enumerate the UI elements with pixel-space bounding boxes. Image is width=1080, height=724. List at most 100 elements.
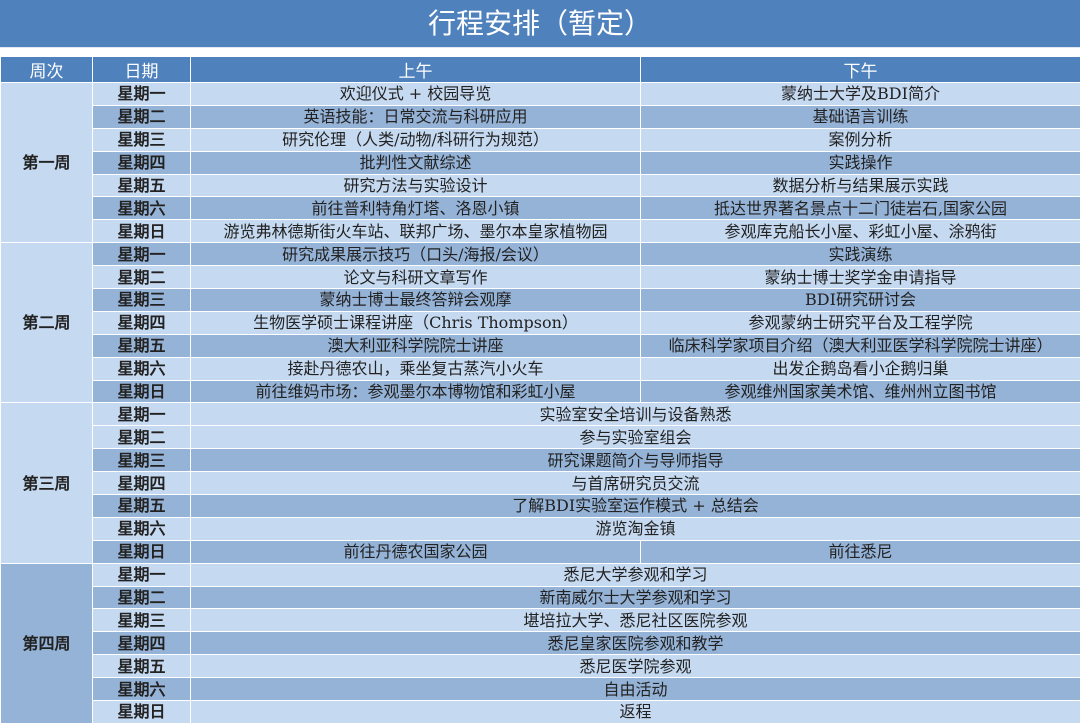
morning-cell[interactable]: 欢迎仪式 + 校园导览 xyxy=(191,83,641,106)
afternoon-cell[interactable]: 参观维州国家美术馆、维州州立图书馆 xyxy=(641,380,1080,403)
table-row: 第三周星期一实验室安全培训与设备熟悉 xyxy=(1,403,1080,426)
header-date: 日期 xyxy=(93,57,191,83)
day-cell[interactable]: 星期二 xyxy=(93,266,191,289)
day-cell[interactable]: 星期四 xyxy=(93,151,191,174)
day-cell[interactable]: 星期二 xyxy=(93,105,191,128)
header-week: 周次 xyxy=(1,57,93,83)
morning-cell[interactable]: 研究成果展示技巧（口头/海报/会议） xyxy=(191,243,641,266)
week-cell[interactable]: 第二周 xyxy=(1,243,93,403)
full-day-cell[interactable]: 参与实验室组会 xyxy=(191,426,1080,449)
table-row: 星期四与首席研究员交流 xyxy=(1,472,1080,495)
table-row: 星期六前往普利特角灯塔、洛恩小镇抵达世界著名景点十二门徒岩石,国家公园 xyxy=(1,197,1080,220)
day-cell[interactable]: 星期二 xyxy=(93,586,191,609)
day-cell[interactable]: 星期日 xyxy=(93,701,191,724)
afternoon-cell[interactable]: 案例分析 xyxy=(641,128,1080,151)
morning-cell[interactable]: 前往维妈市场：参观墨尔本博物馆和彩虹小屋 xyxy=(191,380,641,403)
morning-cell[interactable]: 前往普利特角灯塔、洛恩小镇 xyxy=(191,197,641,220)
table-row: 星期二英语技能：日常交流与科研应用基础语言训练 xyxy=(1,105,1080,128)
day-cell[interactable]: 星期四 xyxy=(93,632,191,655)
page-title: 行程安排（暂定） xyxy=(0,0,1080,48)
week-cell[interactable]: 第四周 xyxy=(1,563,93,723)
afternoon-cell[interactable]: 基础语言训练 xyxy=(641,105,1080,128)
full-day-cell[interactable]: 游览淘金镇 xyxy=(191,517,1080,540)
morning-cell[interactable]: 蒙纳士博士最终答辩会观摩 xyxy=(191,289,641,312)
table-row: 星期六接赴丹德农山，乘坐复古蒸汽小火车出发企鹅岛看小企鹅归巢 xyxy=(1,357,1080,380)
full-day-cell[interactable]: 悉尼医学院参观 xyxy=(191,655,1080,678)
full-day-cell[interactable]: 实验室安全培训与设备熟悉 xyxy=(191,403,1080,426)
day-cell[interactable]: 星期三 xyxy=(93,609,191,632)
full-day-cell[interactable]: 返程 xyxy=(191,701,1080,724)
schedule-table: 周次 日期 上午 下午 第一周星期一欢迎仪式 + 校园导览蒙纳士大学及BDI简介… xyxy=(0,56,1080,724)
day-cell[interactable]: 星期五 xyxy=(93,174,191,197)
day-cell[interactable]: 星期三 xyxy=(93,128,191,151)
full-day-cell[interactable]: 堪培拉大学、悉尼社区医院参观 xyxy=(191,609,1080,632)
table-row: 星期二参与实验室组会 xyxy=(1,426,1080,449)
table-row: 星期五研究方法与实验设计数据分析与结果展示实践 xyxy=(1,174,1080,197)
header-row: 周次 日期 上午 下午 xyxy=(1,57,1080,83)
day-cell[interactable]: 星期三 xyxy=(93,449,191,472)
table-row: 星期六游览淘金镇 xyxy=(1,517,1080,540)
full-day-cell[interactable]: 自由活动 xyxy=(191,678,1080,701)
table-row: 星期日前往维妈市场：参观墨尔本博物馆和彩虹小屋参观维州国家美术馆、维州州立图书馆 xyxy=(1,380,1080,403)
morning-cell[interactable]: 游览弗林德斯街火车站、联邦广场、墨尔本皇家植物园 xyxy=(191,220,641,243)
afternoon-cell[interactable]: 实践操作 xyxy=(641,151,1080,174)
afternoon-cell[interactable]: 前往悉尼 xyxy=(641,540,1080,563)
table-row: 星期六自由活动 xyxy=(1,678,1080,701)
day-cell[interactable]: 星期四 xyxy=(93,472,191,495)
table-row: 星期四批判性文献综述实践操作 xyxy=(1,151,1080,174)
morning-cell[interactable]: 英语技能：日常交流与科研应用 xyxy=(191,105,641,128)
day-cell[interactable]: 星期五 xyxy=(93,495,191,518)
day-cell[interactable]: 星期四 xyxy=(93,311,191,334)
full-day-cell[interactable]: 与首席研究员交流 xyxy=(191,472,1080,495)
afternoon-cell[interactable]: 参观库克船长小屋、彩虹小屋、涂鸦街 xyxy=(641,220,1080,243)
table-row: 星期三研究伦理（人类/动物/科研行为规范）案例分析 xyxy=(1,128,1080,151)
day-cell[interactable]: 星期日 xyxy=(93,540,191,563)
spacer xyxy=(0,48,1080,56)
full-day-cell[interactable]: 研究课题简介与导师指导 xyxy=(191,449,1080,472)
full-day-cell[interactable]: 新南威尔士大学参观和学习 xyxy=(191,586,1080,609)
morning-cell[interactable]: 接赴丹德农山，乘坐复古蒸汽小火车 xyxy=(191,357,641,380)
afternoon-cell[interactable]: 临床科学家项目介绍（澳大利亚医学科学院院士讲座） xyxy=(641,334,1080,357)
table-row: 星期五澳大利亚科学院院士讲座临床科学家项目介绍（澳大利亚医学科学院院士讲座） xyxy=(1,334,1080,357)
afternoon-cell[interactable]: 出发企鹅岛看小企鹅归巢 xyxy=(641,357,1080,380)
morning-cell[interactable]: 生物医学硕士课程讲座（Chris Thompson） xyxy=(191,311,641,334)
table-row: 星期日游览弗林德斯街火车站、联邦广场、墨尔本皇家植物园参观库克船长小屋、彩虹小屋… xyxy=(1,220,1080,243)
afternoon-cell[interactable]: BDI研究研讨会 xyxy=(641,289,1080,312)
day-cell[interactable]: 星期一 xyxy=(93,83,191,106)
table-row: 第四周星期一悉尼大学参观和学习 xyxy=(1,563,1080,586)
morning-cell[interactable]: 批判性文献综述 xyxy=(191,151,641,174)
table-row: 星期四生物医学硕士课程讲座（Chris Thompson）参观蒙纳士研究平台及工… xyxy=(1,311,1080,334)
afternoon-cell[interactable]: 抵达世界著名景点十二门徒岩石,国家公园 xyxy=(641,197,1080,220)
day-cell[interactable]: 星期六 xyxy=(93,678,191,701)
day-cell[interactable]: 星期五 xyxy=(93,655,191,678)
day-cell[interactable]: 星期二 xyxy=(93,426,191,449)
week-cell[interactable]: 第一周 xyxy=(1,83,93,243)
day-cell[interactable]: 星期六 xyxy=(93,197,191,220)
afternoon-cell[interactable]: 数据分析与结果展示实践 xyxy=(641,174,1080,197)
week-cell[interactable]: 第三周 xyxy=(1,403,93,563)
day-cell[interactable]: 星期三 xyxy=(93,289,191,312)
full-day-cell[interactable]: 悉尼皇家医院参观和教学 xyxy=(191,632,1080,655)
day-cell[interactable]: 星期日 xyxy=(93,380,191,403)
day-cell[interactable]: 星期一 xyxy=(93,403,191,426)
morning-cell[interactable]: 论文与科研文章写作 xyxy=(191,266,641,289)
morning-cell[interactable]: 澳大利亚科学院院士讲座 xyxy=(191,334,641,357)
day-cell[interactable]: 星期一 xyxy=(93,243,191,266)
morning-cell[interactable]: 研究方法与实验设计 xyxy=(191,174,641,197)
day-cell[interactable]: 星期六 xyxy=(93,357,191,380)
afternoon-cell[interactable]: 蒙纳士大学及BDI简介 xyxy=(641,83,1080,106)
morning-cell[interactable]: 研究伦理（人类/动物/科研行为规范） xyxy=(191,128,641,151)
afternoon-cell[interactable]: 蒙纳士博士奖学金申请指导 xyxy=(641,266,1080,289)
afternoon-cell[interactable]: 参观蒙纳士研究平台及工程学院 xyxy=(641,311,1080,334)
full-day-cell[interactable]: 了解BDI实验室运作模式 + 总结会 xyxy=(191,495,1080,518)
day-cell[interactable]: 星期日 xyxy=(93,220,191,243)
afternoon-cell[interactable]: 实践演练 xyxy=(641,243,1080,266)
day-cell[interactable]: 星期一 xyxy=(93,563,191,586)
table-row: 星期二新南威尔士大学参观和学习 xyxy=(1,586,1080,609)
morning-cell[interactable]: 前往丹德农国家公园 xyxy=(191,540,641,563)
full-day-cell[interactable]: 悉尼大学参观和学习 xyxy=(191,563,1080,586)
day-cell[interactable]: 星期五 xyxy=(93,334,191,357)
table-row: 星期三研究课题简介与导师指导 xyxy=(1,449,1080,472)
day-cell[interactable]: 星期六 xyxy=(93,517,191,540)
